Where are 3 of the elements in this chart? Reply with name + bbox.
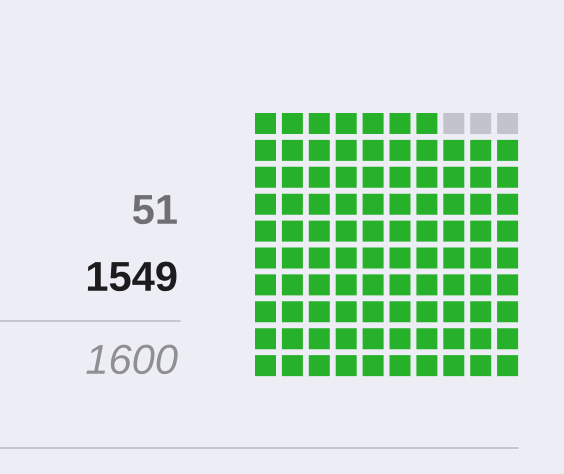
data-label: 1549 — [88, 262, 176, 292]
text: 1600 — [86, 344, 178, 374]
data-label: 51 — [132, 195, 177, 224]
